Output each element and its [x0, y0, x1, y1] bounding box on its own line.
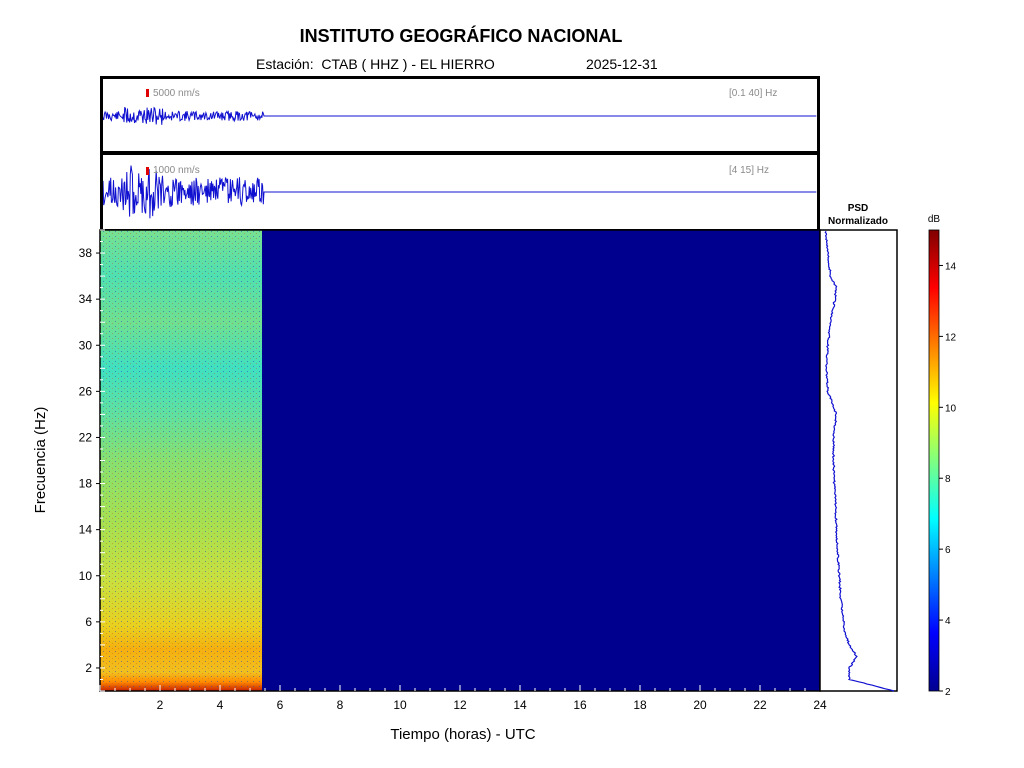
x-tick-label: 16	[573, 698, 587, 712]
y-tick-label: 26	[79, 384, 93, 398]
colorbar-tick-label: 10	[945, 403, 957, 414]
x-tick-label: 22	[753, 698, 767, 712]
trace-broadband	[103, 79, 817, 151]
psd-profile-line	[825, 231, 894, 691]
y-tick-label: 34	[79, 292, 93, 306]
band-label: [0.1 40] Hz	[729, 88, 777, 99]
y-tick-label: 22	[79, 430, 93, 444]
colorbar-tick-label: 14	[945, 261, 957, 272]
colorbar-tick-label: 6	[945, 545, 951, 556]
psd-panel	[820, 230, 897, 691]
date-label: 2025-12-31	[586, 56, 658, 72]
y-tick-label: 14	[79, 523, 93, 537]
spectrogram-background	[100, 230, 820, 691]
spectrogram-noise	[100, 230, 262, 691]
y-tick-label: 6	[85, 615, 92, 629]
trace-filtered	[103, 155, 817, 229]
spectrogram-frame	[100, 230, 820, 691]
colorbar-tick-label: 8	[945, 474, 951, 485]
scale-label: 1000 nm/s	[153, 165, 200, 176]
colorbar-tick-label: 4	[945, 616, 951, 627]
y-tick-label: 18	[79, 477, 93, 491]
y-tick-label: 2	[85, 661, 92, 675]
x-tick-label: 24	[813, 698, 827, 712]
x-tick-label: 6	[277, 698, 284, 712]
y-tick-label: 38	[79, 246, 93, 260]
colorbar-tick-label: 2	[945, 687, 951, 698]
x-tick-label: 14	[513, 698, 527, 712]
y-axis-label: Frecuencia (Hz)	[32, 407, 49, 514]
band-label: [4 15] Hz	[729, 165, 769, 176]
psd-subtitle: Normalizado	[828, 216, 888, 227]
colorbar-unit: dB	[928, 214, 941, 225]
trace-panel-filtered: 1000 nm/s [4 15] Hz	[100, 152, 820, 232]
page-title: INSTITUTO GEOGRÁFICO NACIONAL	[0, 26, 922, 47]
colorbar	[929, 230, 939, 691]
colorbar-tick-label: 12	[945, 332, 957, 343]
x-tick-label: 10	[393, 698, 407, 712]
x-tick-label: 20	[693, 698, 707, 712]
x-tick-label: 18	[633, 698, 647, 712]
y-tick-label: 30	[79, 338, 93, 352]
scale-label: 5000 nm/s	[153, 88, 200, 99]
y-tick-label: 10	[79, 569, 93, 583]
x-tick-label: 4	[217, 698, 224, 712]
x-tick-label: 8	[337, 698, 344, 712]
scale-bar-icon	[146, 89, 149, 97]
psd-title: PSD	[848, 203, 869, 214]
scale-bar-icon	[146, 167, 149, 175]
x-tick-label: 2	[157, 698, 164, 712]
trace-panel-broadband: 5000 nm/s [0.1 40] Hz	[100, 76, 820, 154]
x-tick-label: 12	[453, 698, 467, 712]
spectrogram-data	[100, 230, 262, 691]
station-label: Estación: CTAB ( HHZ ) - EL HIERRO	[256, 56, 495, 72]
x-axis-label: Tiempo (horas) - UTC	[390, 726, 535, 743]
